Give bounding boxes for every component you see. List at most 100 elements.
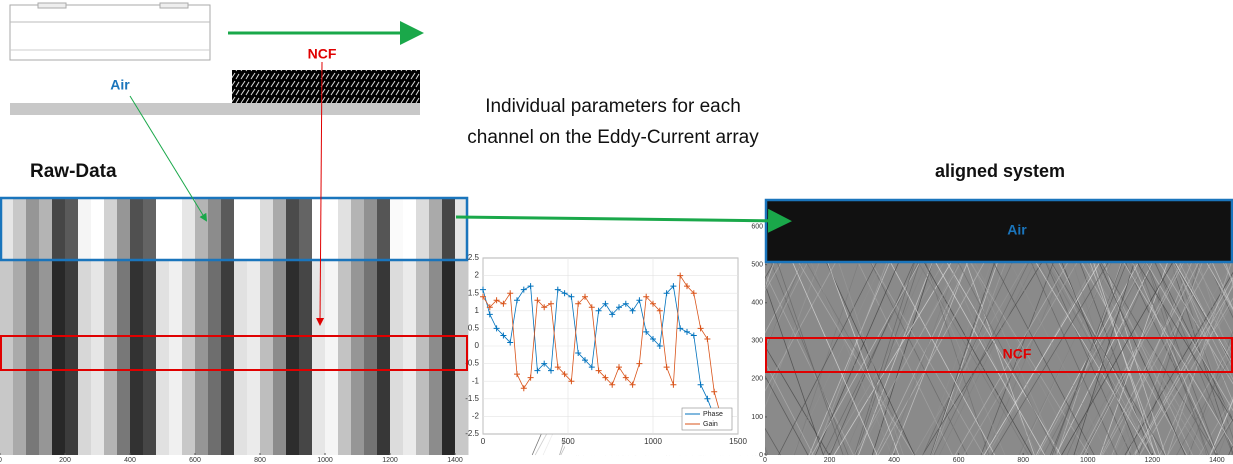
x-tick-label: 0 xyxy=(0,457,2,464)
stripe xyxy=(338,197,352,259)
x-tick-label: 800 xyxy=(1017,457,1029,464)
base-plate xyxy=(10,103,420,115)
raw-data-title: Raw-Data xyxy=(30,161,117,182)
aligned-title: aligned system xyxy=(935,161,1065,181)
x-tick-label: 600 xyxy=(953,457,965,464)
stripe xyxy=(13,259,27,455)
x-tick-label: 0 xyxy=(481,437,486,446)
stripe xyxy=(91,197,105,259)
stripe xyxy=(52,197,66,259)
ncf-label: NCF xyxy=(308,46,337,62)
stripe xyxy=(130,259,144,455)
stripe xyxy=(26,197,40,259)
stripe xyxy=(221,197,235,259)
stripe xyxy=(377,197,391,259)
stripe xyxy=(143,259,157,455)
canvas: NCF Air Raw-Data aligned system 02004006… xyxy=(0,0,1233,464)
stripe xyxy=(13,197,27,259)
stripe xyxy=(234,259,248,455)
stripe xyxy=(390,259,404,455)
y-tick-label: 0 xyxy=(759,452,763,459)
stripe xyxy=(442,259,456,455)
stripe xyxy=(39,197,53,259)
air-label: Air xyxy=(110,77,130,93)
stripe xyxy=(247,197,261,259)
stripe xyxy=(65,197,79,259)
x-tick-label: 400 xyxy=(124,457,136,464)
x-tick-label: 1200 xyxy=(1145,457,1161,464)
legend-label: Gain xyxy=(703,421,718,428)
stripe xyxy=(143,197,157,259)
stripe xyxy=(351,197,365,259)
stripe xyxy=(26,259,40,455)
stripe xyxy=(169,197,183,259)
x-tick-label: 1500 xyxy=(729,437,747,446)
air-band xyxy=(765,200,1233,262)
stripe xyxy=(260,259,274,455)
stripe xyxy=(442,197,456,259)
y-tick-label: 500 xyxy=(751,262,763,269)
stripe xyxy=(0,259,14,455)
x-tick-label: 500 xyxy=(561,437,575,446)
stripe xyxy=(130,197,144,259)
y-tick-label: 0.5 xyxy=(468,324,480,333)
x-tick-label: 1000 xyxy=(317,457,333,464)
stripe xyxy=(377,259,391,455)
y-tick-label: 0 xyxy=(475,341,480,350)
legend-label: Phase xyxy=(703,411,723,418)
transfer-arrow xyxy=(456,217,786,221)
stripe xyxy=(273,197,287,259)
stripe xyxy=(338,259,352,455)
stripe xyxy=(208,197,222,259)
y-tick-label: 2 xyxy=(475,271,480,280)
stripe xyxy=(325,197,339,259)
y-tick-label: -1.5 xyxy=(465,394,479,403)
ncf-label: NCF xyxy=(1003,346,1032,362)
stripe xyxy=(182,197,196,259)
raw-image: 0 200 400 600 800 1000 1200 1400 xyxy=(0,197,469,464)
stripe xyxy=(91,259,105,455)
stripe xyxy=(351,259,365,455)
stripe xyxy=(208,259,222,455)
stripe xyxy=(364,259,378,455)
stripe xyxy=(429,259,443,455)
stripe xyxy=(78,197,92,259)
y-tick-label: 100 xyxy=(751,414,763,421)
y-tick-label: -1 xyxy=(472,376,480,385)
stripe xyxy=(286,259,300,455)
stripe xyxy=(156,197,170,259)
x-tick-label: 600 xyxy=(189,457,201,464)
stripe xyxy=(78,259,92,455)
stripe xyxy=(403,197,417,259)
stripe xyxy=(117,197,131,259)
stripe xyxy=(429,197,443,259)
air-label: Air xyxy=(1007,222,1027,238)
stripe xyxy=(260,197,274,259)
stripe xyxy=(299,259,313,455)
y-tick-label: 200 xyxy=(751,376,763,383)
y-tick-label: 600 xyxy=(751,223,763,230)
x-tick-label: 1400 xyxy=(447,457,463,464)
y-tick-label: 300 xyxy=(751,338,763,345)
stripe xyxy=(182,259,196,455)
x-tick-label: 1000 xyxy=(644,437,662,446)
x-tick-label: 800 xyxy=(254,457,266,464)
stripe xyxy=(52,259,66,455)
stripe xyxy=(247,259,261,455)
y-tick-label: -2 xyxy=(472,412,480,421)
stripe xyxy=(169,259,183,455)
stripe xyxy=(117,259,131,455)
y-tick-label: 2.5 xyxy=(468,253,480,262)
stripe xyxy=(312,259,326,455)
diagram: NCF Air Raw-Data aligned system 02004006… xyxy=(0,0,1233,464)
stripe xyxy=(234,197,248,259)
x-tick-label: 200 xyxy=(59,457,71,464)
x-tick-label: 1000 xyxy=(1080,457,1096,464)
x-tick-label: 1200 xyxy=(382,457,398,464)
y-tick-label: 400 xyxy=(751,300,763,307)
device xyxy=(10,3,210,60)
y-tick-label: 1 xyxy=(475,306,480,315)
stripe xyxy=(416,259,430,455)
stripe xyxy=(221,259,235,455)
